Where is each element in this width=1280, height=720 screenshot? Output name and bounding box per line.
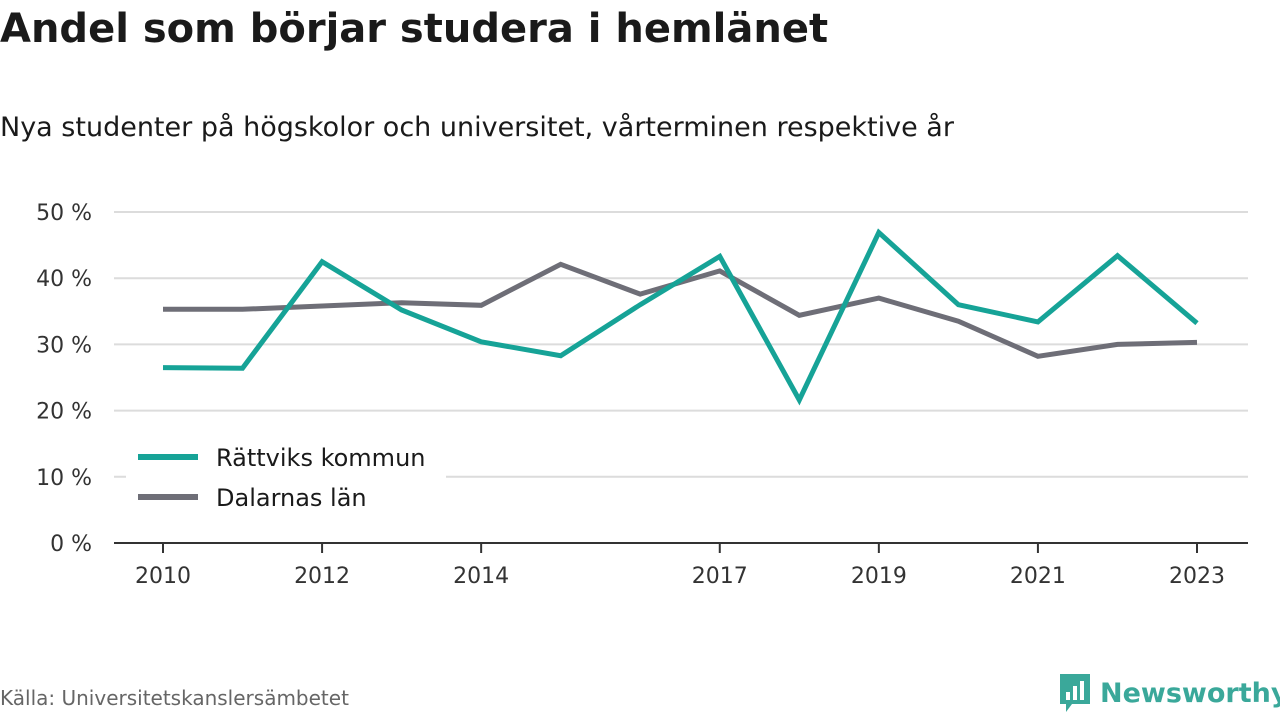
- x-tick-label: 2023: [1169, 564, 1225, 589]
- y-tick-label: 30 %: [36, 333, 92, 358]
- series-line-rättviks-kommun: [162, 228, 1199, 406]
- x-tick-label: 2014: [453, 564, 509, 589]
- x-tick-label: 2010: [135, 564, 191, 589]
- y-tick-label: 50 %: [36, 201, 92, 226]
- legend-background: [126, 433, 446, 525]
- brand-logo: Newsworthy: [1058, 672, 1280, 714]
- legend-label: Dalarnas län: [216, 484, 367, 512]
- y-tick-label: 40 %: [36, 267, 92, 292]
- brand-name: Newsworthy: [1100, 677, 1280, 709]
- bar-chart-speech-bubble-icon: [1060, 674, 1090, 712]
- series-lines: [162, 228, 1199, 406]
- chart-subtitle: Nya studenter på högskolor och universit…: [0, 112, 954, 143]
- x-tick-label: 2021: [1010, 564, 1066, 589]
- x-axis: 2010 2012 2014 2017 2019 2021 2023: [114, 542, 1248, 589]
- legend: Rättviks kommun Dalarnas län: [126, 433, 446, 525]
- x-tick-label: 2012: [294, 564, 350, 589]
- legend-label: Rättviks kommun: [216, 444, 425, 472]
- chart-title: Andel som börjar studera i hemlänet: [0, 6, 829, 52]
- y-axis-ticks: 0 % 10 % 20 % 30 % 40 % 50 %: [36, 201, 92, 557]
- line-chart: 0 % 10 % 20 % 30 % 40 % 50 % 2010 2012 2014 2017…: [36, 201, 1248, 589]
- y-tick-label: 20 %: [36, 400, 92, 425]
- source-note: Källa: Universitetskanslersämbetet: [0, 686, 349, 710]
- y-tick-label: 10 %: [36, 466, 92, 491]
- x-tick-label: 2017: [692, 564, 748, 589]
- y-tick-label: 0 %: [50, 532, 92, 557]
- x-tick-label: 2019: [851, 564, 907, 589]
